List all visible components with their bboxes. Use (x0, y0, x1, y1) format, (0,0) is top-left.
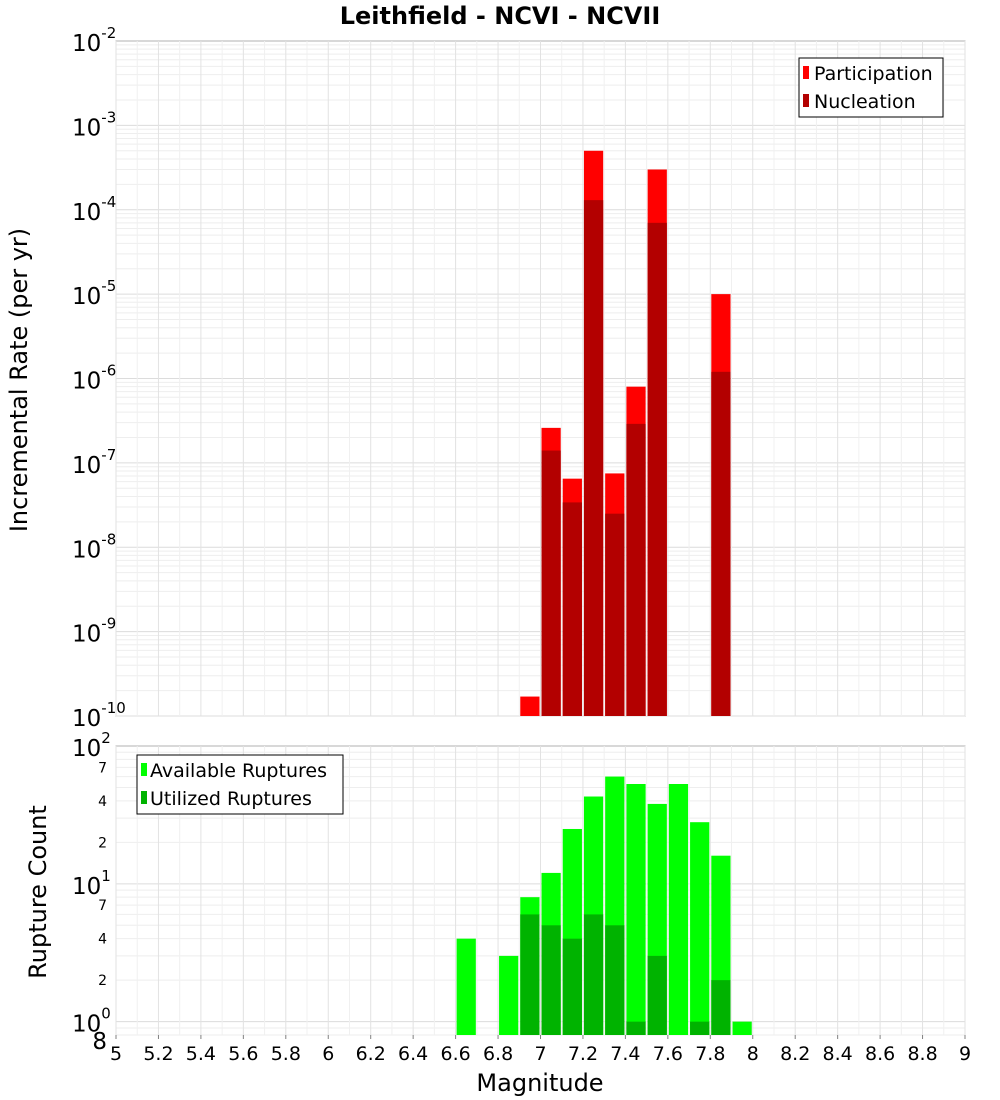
x-tick-label: 5.4 (186, 1043, 216, 1065)
x-tick-label: 5.8 (271, 1043, 301, 1065)
bottom-y-tick-label: 102 (72, 729, 111, 762)
top-y-tick-label: 10-5 (72, 277, 116, 310)
bottom-y-axis-label: Rupture Count (24, 805, 52, 979)
bottom-y-minor-tick-label: 7 (98, 760, 107, 776)
bottom-y-minor-tick-label: 4 (98, 794, 107, 810)
utilized-ruptures-bar (520, 914, 540, 1035)
top-y-tick-label: 10-4 (72, 193, 116, 226)
chart-title: Leithfield - NCVI - NCVII (340, 2, 661, 30)
rupture-count-panel: 102 101 100 7 4 2 7 4 2 8 5 5.2 5.4 5.6 5.8 6 6.2 6.4 6.6… (24, 729, 971, 1097)
bottom-y-minor-tick-label: 7 (98, 898, 107, 914)
x-tick-label: 7.4 (610, 1043, 640, 1065)
available-ruptures-bar (732, 1021, 752, 1035)
legend-utilized-swatch (141, 791, 147, 804)
available-ruptures-bar (456, 938, 476, 1035)
nucleation-bar (626, 423, 646, 716)
x-tick-label: 5.2 (143, 1043, 173, 1065)
bottom-y-tick-label: 100 (72, 1005, 111, 1038)
bottom-y-minor-tick-label: 2 (98, 835, 107, 851)
utilized-ruptures-bar (690, 1021, 710, 1035)
utilized-ruptures-bar (583, 914, 604, 1035)
participation-bar (520, 696, 540, 716)
nucleation-bar (583, 200, 604, 716)
nucleation-bar (711, 371, 731, 716)
top-y-tick-label: 10-6 (72, 362, 116, 395)
utilized-ruptures-bar (647, 955, 667, 1035)
legend-available-label: Available Ruptures (150, 760, 327, 782)
top-y-tick-label: 10-7 (72, 446, 116, 479)
x-tick-label: 9 (959, 1043, 971, 1065)
bottom-bars (456, 776, 752, 1035)
x-tick-label: 5 (110, 1043, 122, 1065)
utilized-ruptures-bar (605, 925, 625, 1035)
nucleation-bar (647, 222, 667, 716)
top-y-tick-label: 10-10 (72, 699, 126, 732)
bottom-y-minor-tick-label: 2 (98, 973, 107, 989)
available-ruptures-bar (690, 822, 710, 1035)
x-tick-label: 8.8 (907, 1043, 937, 1065)
x-tick-label: 6 (322, 1043, 334, 1065)
x-tick-label: 7 (534, 1043, 546, 1065)
x-tick-label: 6.6 (440, 1043, 470, 1065)
x-tick-label: 7.8 (695, 1043, 725, 1065)
x-tick-label: 7.6 (653, 1043, 683, 1065)
utilized-ruptures-bar (541, 925, 561, 1035)
incremental-rate-panel: 10-2 10-3 10-4 10-5 10-6 10-7 10-8 10-9 10-10 In… (5, 24, 966, 732)
nucleation-bar (562, 502, 582, 716)
x-tick-label: 8.2 (780, 1043, 810, 1065)
top-y-tick-label: 10-2 (72, 24, 116, 57)
top-legend-box (798, 57, 944, 118)
x-axis-label: Magnitude (476, 1069, 603, 1097)
bottom-y-minor-tick-label: 8 (92, 1029, 107, 1055)
nucleation-bar (605, 513, 625, 716)
available-ruptures-bar (626, 784, 646, 1035)
legend-available-swatch (141, 763, 147, 776)
available-ruptures-bar (668, 784, 689, 1035)
nucleation-bar (541, 450, 561, 716)
top-bars (520, 150, 731, 716)
top-y-tick-label: 10-9 (72, 615, 116, 648)
bottom-legend: Available Ruptures Utilized Ruptures (136, 754, 344, 815)
top-y-tick-label: 10-8 (72, 530, 116, 563)
x-tick-label: 6.4 (398, 1043, 428, 1065)
legend-nucleation-label: Nucleation (814, 91, 916, 113)
legend-participation-label: Participation (814, 63, 933, 85)
top-y-tick-label: 10-3 (72, 108, 116, 141)
utilized-ruptures-bar (562, 938, 582, 1035)
top-legend: Participation Nucleation (798, 57, 944, 118)
utilized-ruptures-bar (711, 980, 731, 1035)
top-y-ticks: 10-2 10-3 10-4 10-5 10-6 10-7 10-8 10-9 10-10 (72, 24, 126, 732)
x-tick-label: 6.2 (356, 1043, 386, 1065)
x-tick-label: 5.6 (228, 1043, 258, 1065)
legend-utilized-label: Utilized Ruptures (150, 788, 312, 810)
legend-participation-swatch (803, 66, 809, 79)
x-tick-label: 8.6 (865, 1043, 895, 1065)
legend-nucleation-swatch (803, 94, 809, 107)
bottom-y-tick-label: 101 (72, 867, 111, 900)
bottom-grid (115, 746, 966, 1036)
bottom-legend-box (136, 754, 344, 815)
bottom-y-ticks: 102 101 100 7 4 2 7 4 2 8 (72, 729, 111, 1055)
x-tick-label: 6.8 (483, 1043, 513, 1065)
x-tick-label: 8 (747, 1043, 759, 1065)
x-tick-label: 8.4 (823, 1043, 853, 1065)
top-y-axis-label: Incremental Rate (per yr) (5, 228, 33, 532)
available-ruptures-bar (499, 955, 519, 1035)
utilized-ruptures-bar (626, 1021, 646, 1035)
bottom-y-minor-tick-label: 4 (98, 932, 107, 948)
x-ticks: 5 5.2 5.4 5.6 5.8 6 6.2 6.4 6.6 6.8 7 7.2 7.4 7.6 7.8 8… (110, 1035, 971, 1065)
x-tick-label: 7.2 (568, 1043, 598, 1065)
top-grid (115, 41, 966, 717)
